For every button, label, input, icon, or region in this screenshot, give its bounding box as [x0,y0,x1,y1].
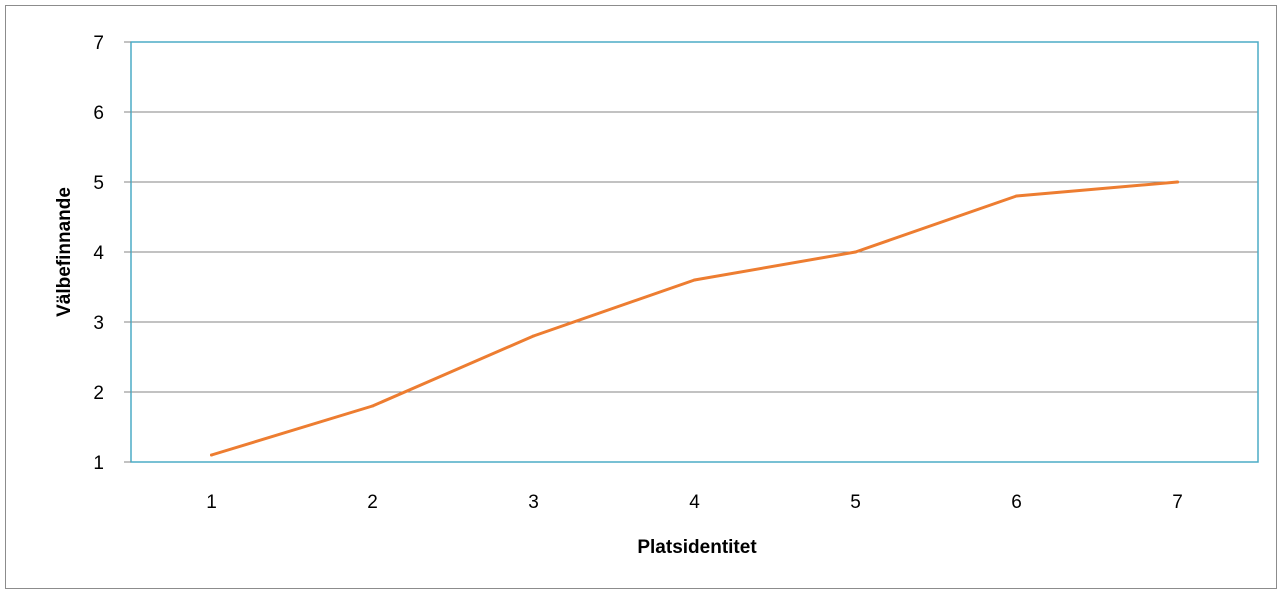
data-point [854,250,857,254]
x-tick-label: 7 [1172,492,1183,513]
x-tick-label: 4 [689,492,700,513]
data-point [532,334,535,338]
x-axis-ticks: 1 2 3 4 5 6 7 [206,492,1183,513]
y-tick-label: 6 [93,103,104,124]
data-point [1015,194,1018,198]
y-axis-title: Välbefinnande [54,187,75,317]
data-point [210,453,213,457]
y-tick-label: 7 [93,33,104,54]
chart-frame [5,5,1277,589]
y-tick-label: 5 [93,173,104,194]
y-tick-label: 1 [93,453,104,474]
data-point [1176,180,1179,184]
x-tick-label: 2 [367,492,378,513]
gridlines [131,111,1258,393]
x-tick-label: 5 [850,492,861,513]
y-tick-label: 3 [93,313,104,334]
y-axis-ticks: 1 2 3 4 5 6 7 [93,33,131,474]
x-axis-title: Platsidentitet [637,537,757,558]
data-point [371,404,374,408]
x-tick-label: 6 [1011,492,1022,513]
series-layer [210,180,1179,457]
series-line [210,180,1179,457]
y-tick-label: 4 [93,243,104,264]
x-tick-label: 1 [206,492,217,513]
x-tick-label: 3 [528,492,539,513]
y-tick-label: 2 [93,383,104,404]
data-point [693,278,696,282]
